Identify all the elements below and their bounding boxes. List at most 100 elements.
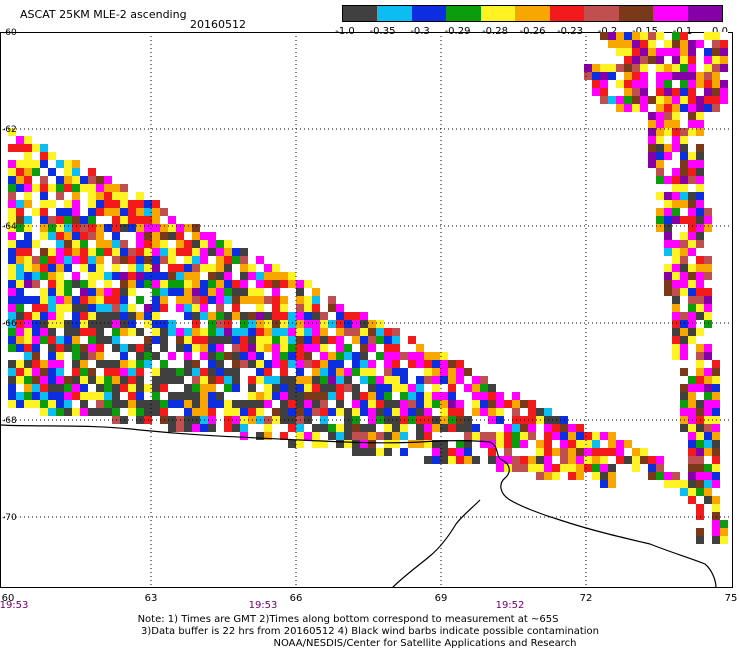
swath-cell [112,280,120,288]
swath-cell [80,224,88,232]
swath-cell [392,328,400,336]
swath-cell [504,440,512,448]
swath-cell [712,536,720,544]
swath-cell [48,400,56,408]
swath-cell [256,288,264,296]
swath-cell [120,256,128,264]
swath-cell [80,200,88,208]
swath-cell [168,248,176,256]
swath-cell [472,440,480,448]
swath-cell [120,328,128,336]
swath-cell [360,448,368,456]
swath-cell [392,344,400,352]
swath-cell [688,320,696,328]
swath-cell [72,328,80,336]
swath-cell [592,448,600,456]
swath-cell [24,160,32,168]
swath-cell [704,360,712,368]
swath-cell [704,392,712,400]
swath-cell [40,368,48,376]
swath-cell [160,336,168,344]
swath-cell [144,264,152,272]
swath-cell [128,312,136,320]
swath-cell [192,352,200,360]
swath-cell [688,448,696,456]
swath-cell [392,400,400,408]
swath-cell [384,448,392,456]
swath-cell [320,440,328,448]
swath-cell [288,344,296,352]
swath-cell [288,312,296,320]
swath-cell [256,336,264,344]
swath-cell [704,384,712,392]
swath-cell [352,360,360,368]
swath-cell [448,448,456,456]
swath-cell [704,248,712,256]
swath-cell [208,360,216,368]
swath-cell [392,424,400,432]
swath-cell [560,432,568,440]
swath-cell [616,440,624,448]
swath-cell [88,312,96,320]
swath-cell [24,320,32,328]
swath-cell [232,424,240,432]
swath-cell [184,280,192,288]
swath-cell [160,288,168,296]
swath-cell [400,344,408,352]
swath-cell [408,408,416,416]
swath-cell [392,352,400,360]
swath-cell [640,32,648,40]
swath-cell [224,304,232,312]
swath-cell [16,224,24,232]
swath-cell [552,424,560,432]
swath-cell [160,344,168,352]
swath-cell [112,376,120,384]
swath-cell [648,80,656,88]
swath-cell [56,368,64,376]
swath-cell [280,320,288,328]
swath-cell [704,512,712,520]
swath-cell [704,376,712,384]
swath-cell [664,288,672,296]
swath-cell [712,96,720,104]
swath-cell [64,240,72,248]
swath-cell [360,376,368,384]
swath-cell [696,384,704,392]
swath-cell [448,408,456,416]
swath-cell [64,320,72,328]
swath-cell [104,192,112,200]
swath-cell [616,80,624,88]
swath-cell [232,432,240,440]
swath-cell [176,264,184,272]
swath-cell [144,344,152,352]
swath-cell [544,424,552,432]
swath-cell [224,240,232,248]
swath-cell [456,360,464,368]
swath-cell [144,352,152,360]
swath-cell [672,208,680,216]
swath-cell [248,392,256,400]
swath-cell [432,456,440,464]
swath-cell [696,344,704,352]
swath-cell [56,176,64,184]
swath-cell [208,344,216,352]
swath-cell [112,216,120,224]
swath-cell [552,448,560,456]
time-label: 19:52 [495,600,525,611]
swath-cell [656,144,664,152]
swath-cell [312,424,320,432]
swath-cell [200,392,208,400]
swath-cell [680,48,688,56]
swath-cell [280,400,288,408]
swath-cell [656,40,664,48]
swath-cell [216,304,224,312]
swath-cell [704,80,712,88]
swath-cell [168,360,176,368]
swath-cell [656,120,664,128]
swath-cell [184,248,192,256]
swath-cell [688,280,696,288]
swath-cell [664,88,672,96]
swath-cell [152,328,160,336]
swath-cell [168,424,176,432]
swath-cell [416,456,424,464]
